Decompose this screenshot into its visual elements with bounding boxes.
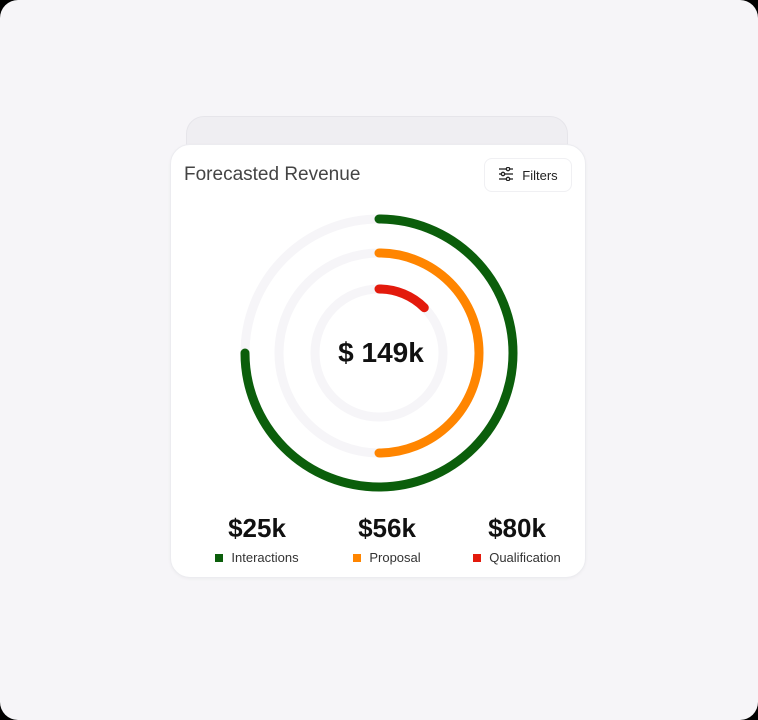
stat-label: Qualification <box>489 550 561 565</box>
radial-chart: $ 149k <box>231 203 531 503</box>
stat-value: $80k <box>488 513 546 543</box>
arc-proposal[interactable] <box>374 248 484 458</box>
legend-item-qualification: $80k Qualification <box>452 513 582 565</box>
card-title: Forecasted Revenue <box>184 164 361 185</box>
filters-label: Filters <box>522 167 558 183</box>
stat-label: Interactions <box>231 550 299 565</box>
stat-label: Proposal <box>369 550 421 565</box>
stat-value: $25k <box>228 513 286 543</box>
swatch-icon <box>353 553 362 562</box>
filters-button[interactable]: Filters <box>484 158 572 192</box>
legend-item-proposal: $56k Proposal <box>322 513 452 565</box>
arc-qualification[interactable] <box>374 284 429 313</box>
arc-interactions[interactable] <box>240 214 518 492</box>
stat-value: $56k <box>358 513 416 543</box>
sliders-icon <box>498 166 514 184</box>
legend-item-interactions: $25k Interactions <box>192 513 322 565</box>
swatch-icon <box>215 553 224 562</box>
legend: $25k Interactions $56k Proposal $80k Qua… <box>171 513 585 565</box>
swatch-icon <box>473 553 482 562</box>
total-value: $ 149k <box>338 337 424 368</box>
forecasted-revenue-card: Forecasted Revenue Filters <box>170 144 586 578</box>
